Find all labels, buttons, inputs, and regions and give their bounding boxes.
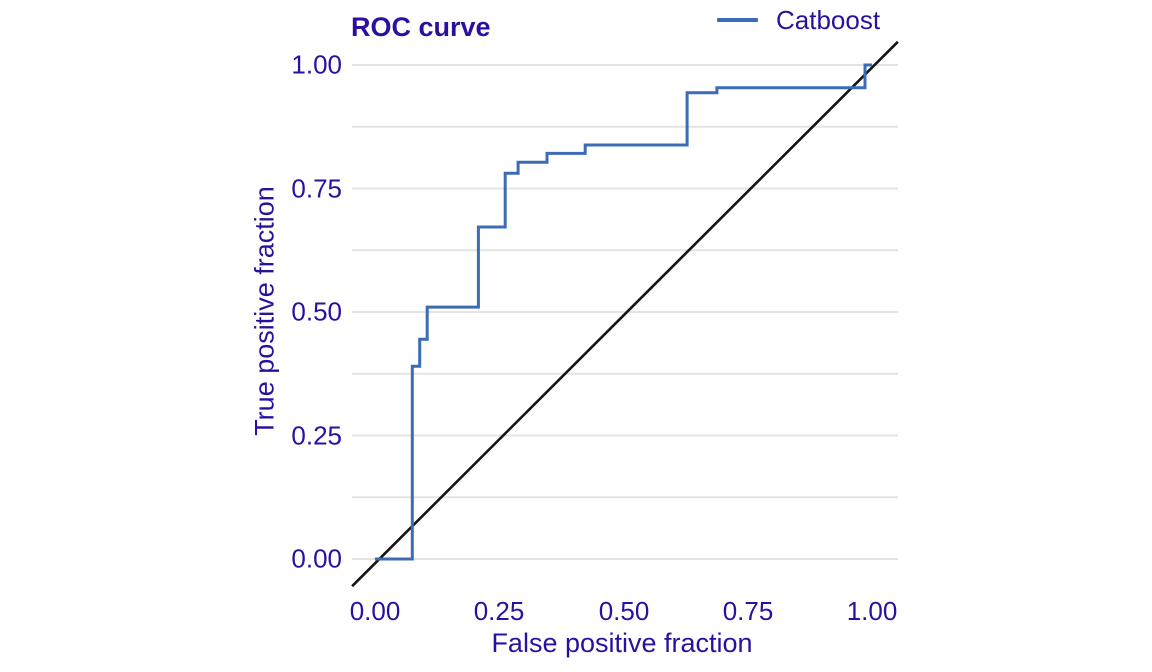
legend-line-swatch (717, 18, 758, 22)
x-tick-label: 1.00 (846, 596, 898, 626)
x-tick-label: 0.75 (722, 596, 774, 626)
y-tick-label: 0.00 (291, 543, 342, 574)
y-tick-label: 0.75 (291, 173, 342, 204)
roc-curve-catboost (375, 63, 872, 561)
x-tick-label: 0.50 (598, 596, 650, 626)
chart-title: ROC curve (351, 12, 491, 42)
y-tick-label: 0.25 (291, 420, 342, 451)
y-tick-label: 1.00 (291, 49, 342, 80)
legend-label: Catboost (776, 5, 881, 35)
x-tick-label: 0.25 (473, 596, 525, 626)
x-axis-title: False positive fraction (491, 628, 753, 658)
x-tick-label: 0.00 (349, 596, 401, 626)
chance-diagonal-line (351, 40, 899, 588)
y-tick-label: 0.50 (291, 296, 342, 327)
